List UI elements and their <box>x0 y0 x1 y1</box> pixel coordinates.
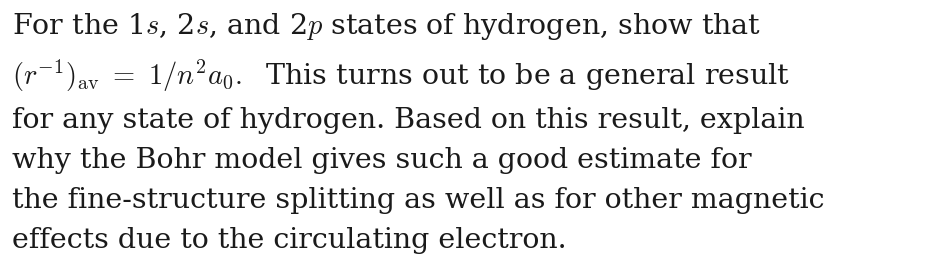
Text: For the 1$s$, 2$s$, and 2$p$ states of hydrogen, show that
$(r^{-1})_{\mathrm{av: For the 1$s$, 2$s$, and 2$p$ states of h… <box>12 11 824 254</box>
